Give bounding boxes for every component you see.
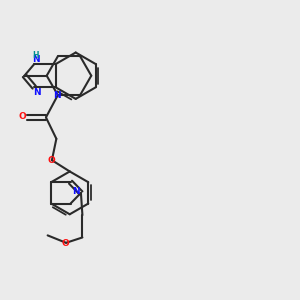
Text: N: N xyxy=(53,91,61,100)
Text: O: O xyxy=(61,239,69,248)
Text: O: O xyxy=(18,112,26,121)
Text: N: N xyxy=(32,56,40,64)
Text: N: N xyxy=(72,188,80,196)
Text: H: H xyxy=(32,51,39,60)
Text: N: N xyxy=(33,88,41,97)
Text: O: O xyxy=(47,156,55,165)
